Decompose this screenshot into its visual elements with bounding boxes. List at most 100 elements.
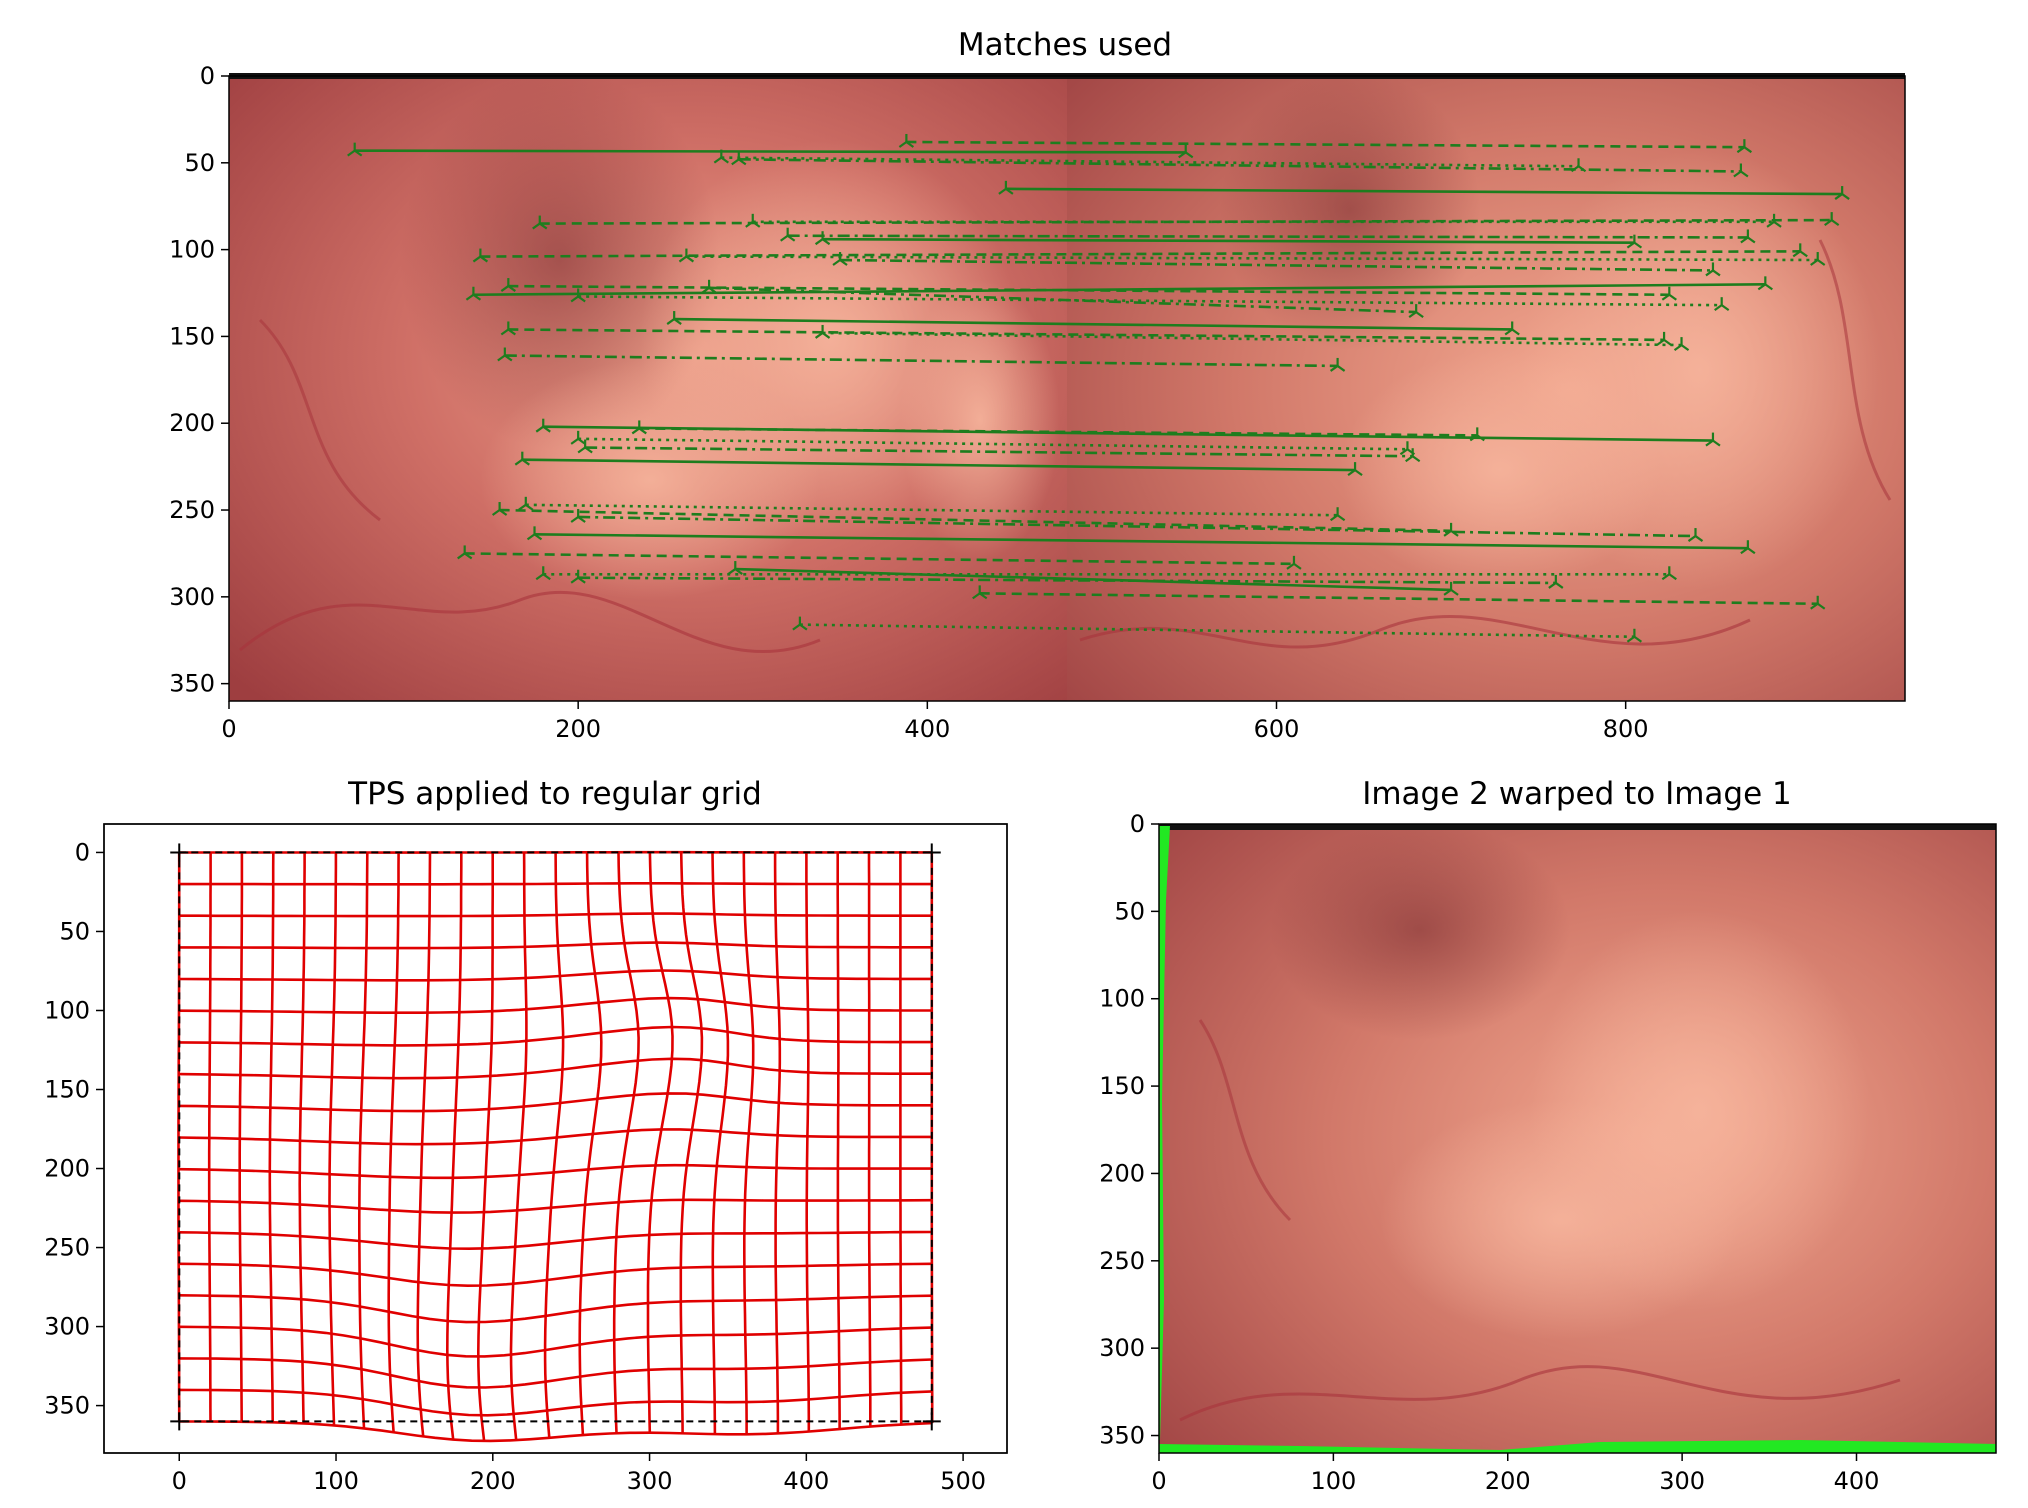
x-tick-label: 500 — [940, 1467, 986, 1495]
x-tick-label: 100 — [1310, 1467, 1356, 1495]
match-point — [1548, 574, 1564, 589]
warped-axes: 0 100 200 300 400 0 50 100 150 200 250 300 350 — [1099, 810, 1997, 1495]
match-line — [578, 515, 1696, 538]
corner-marker — [922, 1412, 941, 1431]
match-line — [578, 295, 1722, 307]
x-tick-label: 600 — [1254, 715, 1300, 743]
axes-frame — [228, 75, 1906, 702]
match-point — [518, 496, 534, 511]
y-tick-label: 0 — [1130, 810, 1145, 838]
y-tick-label: 150 — [169, 322, 215, 350]
match-line — [738, 158, 1741, 173]
y-tick-label: 0 — [75, 838, 90, 866]
match-point — [1757, 276, 1773, 291]
match-point — [1329, 357, 1346, 372]
warped-panel-title: Image 2 warped to Image 1 — [1362, 776, 1792, 812]
warped-endoscopy-image — [1159, 820, 1996, 1453]
match-point — [814, 231, 831, 246]
corner-marker — [922, 843, 941, 862]
x-tick-label: 0 — [172, 1467, 187, 1495]
match-point — [1661, 566, 1677, 581]
grid-line-horizontal — [178, 1294, 932, 1324]
match-point — [1286, 555, 1302, 570]
match-point — [701, 279, 717, 294]
match-point — [500, 321, 516, 336]
match-line — [578, 437, 1408, 451]
match-point — [1792, 243, 1808, 258]
match-line — [534, 533, 1748, 550]
match-line — [499, 508, 1452, 533]
grid-line-horizontal — [179, 1420, 933, 1443]
match-line — [709, 286, 1417, 314]
match-line — [840, 258, 1713, 272]
match-point — [1347, 462, 1363, 476]
match-point — [1443, 581, 1459, 596]
y-tick-label: 150 — [44, 1076, 90, 1104]
x-tick-label: 800 — [1603, 715, 1649, 743]
y-tick-label: 100 — [44, 996, 90, 1024]
axes-frame — [103, 823, 1008, 1454]
y-tick-label: 50 — [184, 149, 215, 177]
grid-line-horizontal — [178, 1025, 932, 1047]
warped-image-panel: Image 2 warped to Image 1 0 100 200 300 4000… — [1099, 776, 1997, 1495]
match-line — [787, 234, 1748, 239]
match-point — [1834, 186, 1850, 200]
y-tick-label: 50 — [59, 917, 90, 945]
match-point — [1661, 286, 1677, 301]
y-tick-label: 250 — [44, 1234, 90, 1262]
left-endoscopy-image — [229, 70, 1067, 701]
match-point — [1408, 304, 1424, 319]
match-point — [998, 180, 1014, 195]
match-point — [1766, 213, 1782, 228]
y-tick-label: 250 — [169, 496, 215, 524]
match-point — [1705, 262, 1721, 277]
match-point — [727, 561, 743, 575]
tps-axes: 0 100 200 300 400 500 0 50 100 150 200 250 300 350 — [44, 823, 1008, 1495]
match-point — [1443, 522, 1459, 537]
match-point — [514, 451, 530, 466]
match-point — [1714, 297, 1730, 312]
left-green-edge — [1159, 826, 1170, 1440]
grid-line-horizontal — [179, 912, 932, 918]
tps-grid-panel: TPS applied to regular grid 0 100 200 300 40… — [44, 776, 1008, 1495]
y-tick-label: 300 — [1099, 1334, 1145, 1362]
match-lines — [347, 133, 1850, 643]
x-tick-label: 300 — [627, 1467, 673, 1495]
y-tick-label: 200 — [1099, 1159, 1145, 1187]
grid-line-horizontal — [179, 1357, 933, 1389]
grid-line-horizontal — [178, 1198, 932, 1214]
match-point — [898, 133, 915, 148]
match-point — [535, 418, 551, 433]
matches-panel-title: Matches used — [958, 27, 1172, 63]
x-tick-label: 100 — [313, 1467, 359, 1495]
match-point — [497, 347, 513, 362]
matches-axes: 0 200 400 600 800 0 50 100 150 200 250 300 350 — [169, 62, 1906, 743]
match-point — [1740, 229, 1756, 244]
match-point — [457, 545, 473, 560]
grid-line-horizontal — [179, 969, 932, 982]
match-point — [1469, 427, 1485, 442]
y-tick-label: 350 — [169, 670, 215, 698]
grid-line-horizontal — [179, 941, 932, 950]
y-tick-label: 50 — [1114, 897, 1145, 925]
grid-line-horizontal — [178, 1325, 933, 1358]
match-line — [1005, 187, 1843, 196]
grid-line-horizontal — [178, 996, 932, 1014]
match-point — [972, 585, 988, 600]
y-tick-label: 350 — [1099, 1422, 1145, 1450]
x-tick-label: 200 — [470, 1467, 516, 1495]
match-point — [792, 616, 808, 631]
corner-marker — [170, 843, 189, 862]
axes-frame — [1158, 823, 1997, 1454]
x-tick-label: 400 — [783, 1467, 829, 1495]
match-line — [674, 317, 1513, 331]
match-line — [354, 149, 1186, 154]
match-line — [822, 237, 1635, 244]
match-line — [721, 156, 1579, 168]
match-line — [799, 623, 1635, 639]
x-tick-label: 400 — [904, 715, 950, 743]
grid-line-horizontal — [178, 1057, 932, 1080]
bottom-green-edge — [1159, 1440, 1996, 1453]
y-tick-label: 300 — [169, 583, 215, 611]
y-tick-label: 250 — [1099, 1247, 1145, 1275]
